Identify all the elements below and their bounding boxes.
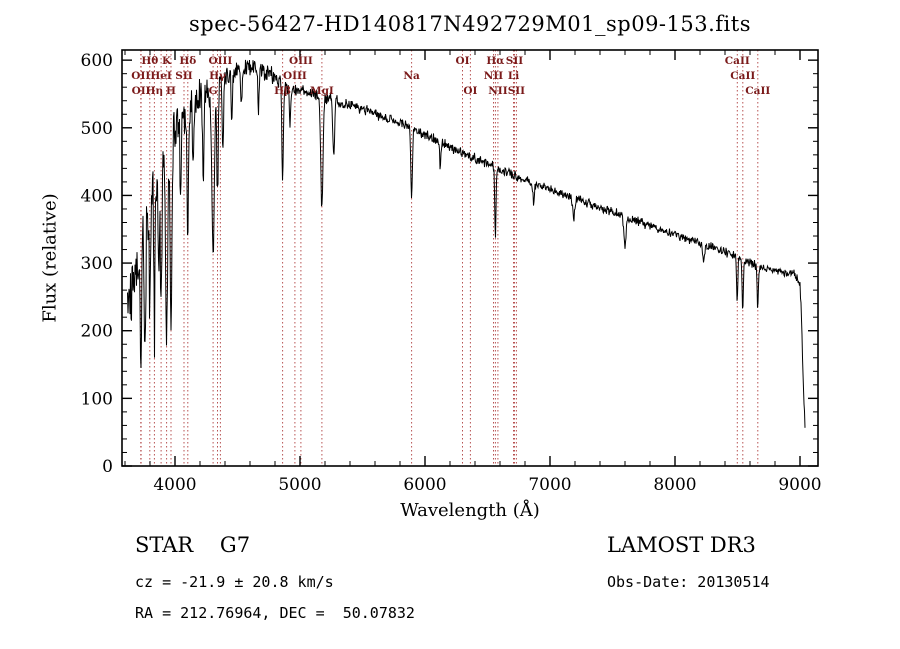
svg-text:300: 300	[81, 254, 113, 274]
svg-text:HeI: HeI	[150, 70, 172, 82]
svg-text:Hθ: Hθ	[141, 55, 158, 67]
svg-text:H: H	[166, 85, 176, 97]
svg-text:CaII: CaII	[725, 55, 750, 67]
object-class-line: STAR G7	[135, 533, 251, 557]
svg-text:Hγ: Hγ	[209, 70, 226, 82]
svg-text:SII: SII	[508, 85, 525, 97]
svg-text:OIII: OIII	[283, 70, 307, 82]
svg-text:9000: 9000	[778, 475, 821, 495]
y-axis-label: Flux (relative)	[39, 193, 61, 323]
svg-text:OII: OII	[131, 70, 150, 82]
plot-title: spec-56427-HD140817N492729M01_sp09-153.f…	[189, 12, 751, 36]
svg-text:SII: SII	[506, 55, 523, 67]
svg-text:Hη: Hη	[146, 85, 164, 97]
svg-text:G: G	[209, 85, 218, 97]
svg-text:OIII: OIII	[208, 55, 232, 67]
svg-text:400: 400	[81, 186, 113, 206]
svg-text:Hβ: Hβ	[274, 85, 291, 97]
svg-text:OII: OII	[132, 85, 151, 97]
svg-text:OI: OI	[455, 55, 469, 67]
x-axis-label: Wavelength (Å)	[400, 500, 540, 521]
svg-text:200: 200	[81, 322, 113, 342]
svg-text:NII: NII	[488, 85, 508, 97]
svg-text:100: 100	[81, 389, 113, 409]
svg-text:7000: 7000	[528, 475, 571, 495]
svg-text:MgI: MgI	[310, 85, 334, 97]
obs-date-line: Obs-Date: 20130514	[607, 573, 770, 591]
svg-text:NII: NII	[484, 70, 504, 82]
spectrum-plot: 4000 5000 6000 7000 8000 9000 0 100 200 300 400 500…	[81, 49, 822, 495]
survey-label: LAMOST DR3	[607, 533, 756, 557]
svg-text:K: K	[162, 55, 172, 67]
svg-text:Hδ: Hδ	[179, 55, 196, 67]
svg-text:500: 500	[81, 119, 113, 139]
svg-text:0: 0	[102, 457, 113, 477]
svg-text:600: 600	[81, 51, 113, 71]
svg-text:SII: SII	[175, 70, 192, 82]
ra-dec-line: RA = 212.76964, DEC = 50.07832	[135, 604, 415, 622]
svg-text:4000: 4000	[153, 475, 196, 495]
svg-text:5000: 5000	[278, 475, 321, 495]
svg-text:Na: Na	[403, 70, 420, 82]
svg-text:OI: OI	[463, 85, 477, 97]
svg-text:8000: 8000	[653, 475, 696, 495]
svg-text:Hα: Hα	[486, 55, 504, 67]
cz-line: cz = -21.9 ± 20.8 km/s	[135, 573, 334, 591]
svg-text:CaII: CaII	[745, 85, 770, 97]
svg-text:6000: 6000	[403, 475, 446, 495]
svg-text:OIII: OIII	[289, 55, 313, 67]
svg-text:Li: Li	[508, 70, 519, 82]
svg-text:CaII: CaII	[730, 70, 755, 82]
